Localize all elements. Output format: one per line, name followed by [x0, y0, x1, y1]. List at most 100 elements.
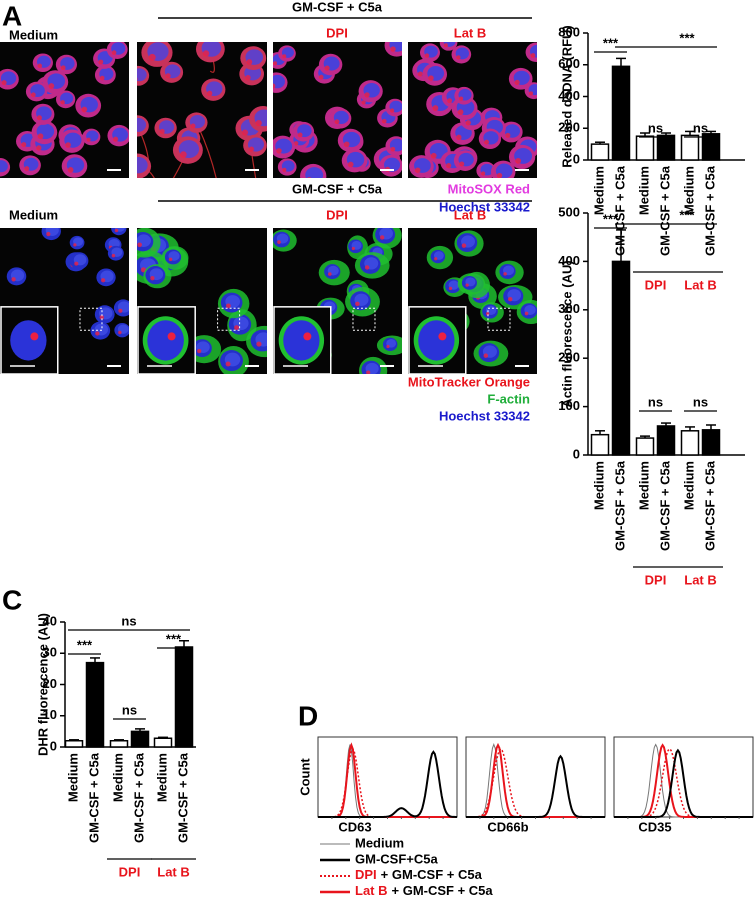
- spot: [95, 331, 100, 336]
- panel-letter: C: [2, 584, 22, 615]
- spot: [514, 79, 520, 85]
- spot: [456, 55, 461, 60]
- group-label: DPI: [645, 572, 667, 587]
- y-tick-label: 20: [43, 676, 57, 691]
- spot: [67, 167, 74, 173]
- y-tick-label: 400: [558, 253, 580, 268]
- spot: [282, 167, 287, 172]
- spot: [515, 157, 522, 164]
- spot: [424, 53, 430, 58]
- spot: [165, 73, 171, 79]
- legend-label: DPI + GM-CSF + C5a: [355, 867, 483, 882]
- spot: [529, 91, 534, 96]
- spot: [293, 141, 299, 146]
- significance-label: ***: [166, 631, 182, 646]
- micrograph: [408, 42, 537, 178]
- spot: [434, 257, 438, 261]
- marker-label: CD35: [638, 819, 671, 834]
- spot: [417, 71, 423, 77]
- spot: [351, 246, 355, 251]
- bar: [85, 661, 105, 748]
- y-tick-label: 30: [43, 645, 57, 660]
- spot: [131, 127, 136, 132]
- spot: [206, 90, 213, 96]
- x-tick-label: Medium: [110, 753, 125, 802]
- spot: [81, 106, 88, 113]
- spot: [307, 177, 312, 178]
- spot: [461, 243, 467, 248]
- y-axis-label: Count: [297, 758, 312, 796]
- significance-label: ns: [121, 613, 136, 628]
- spot: [37, 63, 43, 69]
- histogram-dpi: [466, 747, 605, 818]
- y-tick-label: 0: [50, 738, 57, 753]
- stain-label: MitoSOX Red: [448, 181, 530, 196]
- spot: [276, 148, 282, 154]
- spot: [432, 105, 439, 111]
- histogram-latb: [466, 742, 605, 818]
- spot: [389, 108, 395, 113]
- condition-label: DPI: [326, 25, 348, 40]
- y-tick-label: 500: [558, 204, 580, 219]
- spot: [101, 278, 106, 283]
- x-tick-label: Medium: [681, 461, 696, 510]
- spot: [390, 46, 396, 52]
- spot: [484, 139, 490, 145]
- significance-label: ***: [679, 30, 695, 45]
- group-label: Lat B: [684, 277, 717, 292]
- bar: [130, 730, 150, 748]
- spot: [328, 272, 332, 276]
- zoom-box: [79, 307, 103, 331]
- micrograph: [137, 228, 267, 374]
- spot: [180, 151, 187, 158]
- bar: [64, 740, 84, 748]
- y-axis-label: Actin fluorescence (AU): [559, 260, 574, 407]
- spot: [148, 53, 156, 61]
- spot: [242, 129, 249, 136]
- significance-label: ns: [693, 120, 708, 135]
- histogram-medium: [466, 743, 605, 818]
- bar: [656, 425, 676, 456]
- spot: [137, 77, 138, 81]
- spot: [364, 265, 370, 270]
- panel-letter: D: [298, 700, 318, 731]
- cells: [273, 228, 402, 374]
- legend-label: Medium: [355, 835, 404, 850]
- spot: [530, 53, 536, 58]
- condition-label: GM-CSF + C5a: [292, 0, 383, 14]
- spot: [202, 50, 210, 57]
- spot: [98, 59, 104, 65]
- y-tick-label: 200: [558, 120, 580, 135]
- spot: [137, 242, 142, 248]
- cells: [0, 228, 129, 374]
- micrograph: [0, 42, 129, 178]
- spot: [508, 296, 513, 302]
- significance-label: ns: [648, 120, 663, 135]
- micrograph: [273, 42, 402, 178]
- x-tick-label: Medium: [154, 753, 169, 802]
- condition-label: DPI: [326, 207, 348, 222]
- legend-label: GM-CSF+C5a: [355, 851, 438, 866]
- spot: [60, 65, 66, 71]
- group-label: Lat B: [157, 864, 190, 879]
- histogram-box: [465, 736, 606, 818]
- spot: [458, 96, 464, 101]
- spot: [324, 65, 330, 71]
- condition-label: Lat B: [454, 25, 487, 40]
- x-tick-label: GM-CSF + C5a: [86, 752, 101, 843]
- spot: [21, 142, 27, 147]
- spot: [111, 50, 117, 55]
- spot: [36, 145, 42, 151]
- spot: [347, 161, 354, 168]
- spot: [364, 92, 370, 98]
- stain-label: F-actin: [487, 391, 530, 406]
- spot: [150, 275, 155, 281]
- spot: [99, 75, 105, 81]
- nucleus: [137, 68, 147, 82]
- spot: [255, 119, 262, 127]
- spot: [118, 308, 123, 313]
- spot: [456, 134, 462, 140]
- cell: [147, 320, 184, 361]
- cells: [0, 42, 129, 178]
- y-tick-label: 600: [558, 56, 580, 71]
